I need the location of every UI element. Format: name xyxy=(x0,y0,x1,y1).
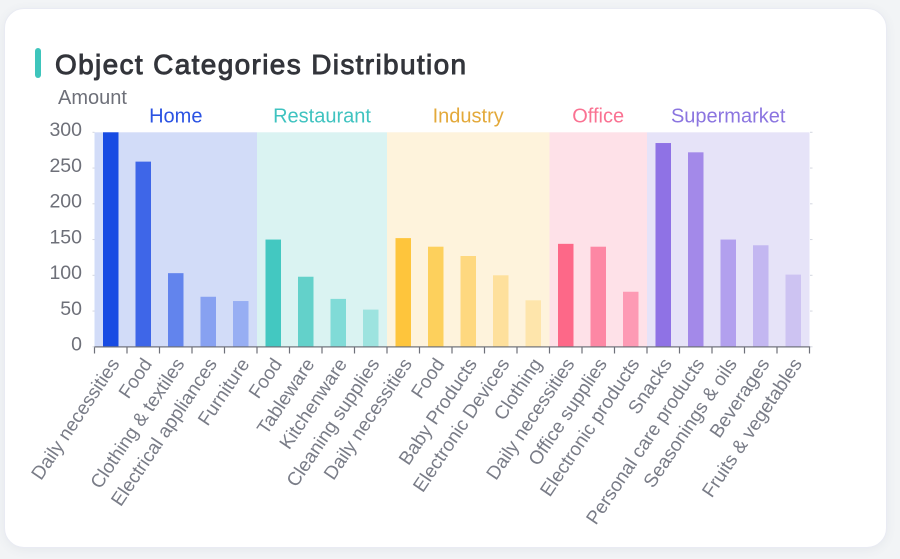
svg-text:Restaurant: Restaurant xyxy=(273,106,371,128)
svg-text:100: 100 xyxy=(49,262,82,284)
svg-text:Office: Office xyxy=(572,106,624,128)
svg-text:200: 200 xyxy=(49,191,82,213)
svg-text:Home: Home xyxy=(149,106,202,128)
svg-text:300: 300 xyxy=(49,119,82,141)
svg-text:Industry: Industry xyxy=(433,106,504,128)
svg-text:150: 150 xyxy=(49,226,82,248)
svg-text:Supermarket: Supermarket xyxy=(671,106,786,128)
svg-text:0: 0 xyxy=(71,334,82,356)
svg-text:50: 50 xyxy=(60,298,82,320)
svg-text:250: 250 xyxy=(49,155,82,177)
